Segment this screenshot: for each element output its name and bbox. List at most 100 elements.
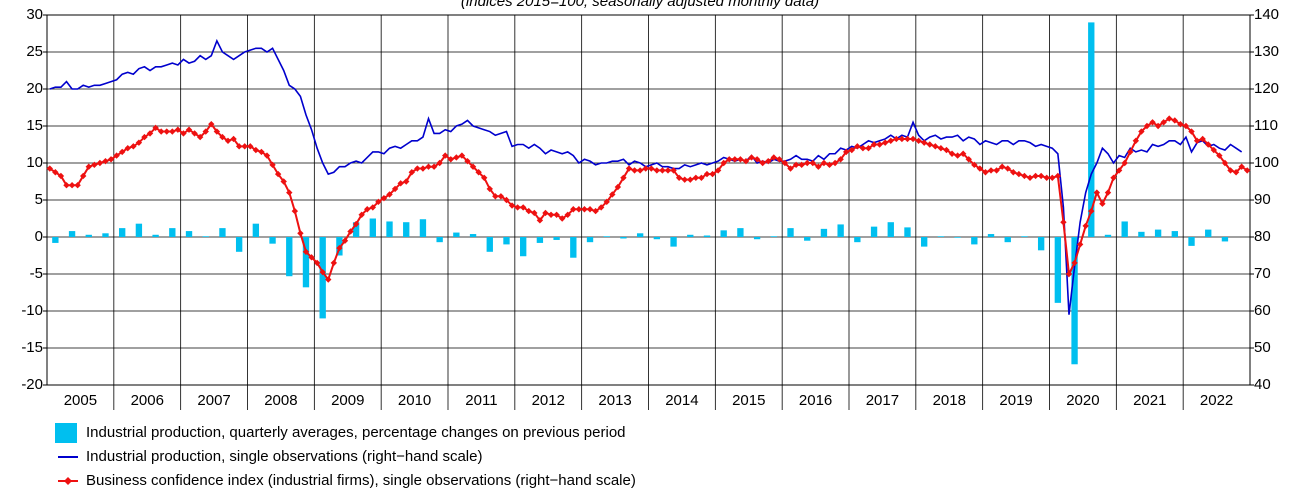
y2-tick-label: 40 bbox=[1254, 376, 1271, 393]
x-tick-label: 2009 bbox=[331, 392, 364, 409]
y2-tick-label: 80 bbox=[1254, 228, 1271, 245]
x-tick-label: 2010 bbox=[398, 392, 431, 409]
marker bbox=[453, 154, 460, 161]
marker bbox=[1088, 207, 1095, 215]
marker bbox=[458, 152, 466, 159]
marker bbox=[1054, 172, 1062, 180]
marker bbox=[319, 268, 326, 276]
marker bbox=[247, 143, 254, 150]
grid bbox=[47, 14, 1250, 410]
marker bbox=[85, 163, 92, 170]
marker bbox=[152, 124, 159, 132]
marker bbox=[982, 169, 989, 176]
marker bbox=[219, 133, 226, 141]
marker bbox=[542, 209, 549, 217]
bar bbox=[570, 237, 577, 258]
marker bbox=[1227, 167, 1234, 174]
x-tick-label: 2020 bbox=[1066, 392, 1099, 409]
marker bbox=[1177, 120, 1184, 128]
marker bbox=[486, 185, 493, 193]
y-tick-label: -20 bbox=[21, 376, 43, 393]
marker bbox=[1143, 122, 1151, 130]
marker bbox=[185, 126, 193, 133]
bar bbox=[787, 228, 794, 237]
y2-tick-label: 50 bbox=[1254, 339, 1271, 356]
marker bbox=[107, 156, 115, 163]
marker bbox=[581, 206, 588, 213]
legend-label: Industrial production, quarterly average… bbox=[86, 424, 626, 441]
marker bbox=[274, 170, 282, 178]
marker bbox=[620, 174, 627, 181]
y-tick-label: 10 bbox=[26, 154, 43, 171]
marker bbox=[80, 172, 87, 180]
marker bbox=[325, 276, 332, 283]
marker bbox=[235, 143, 243, 150]
marker bbox=[809, 159, 816, 167]
marker bbox=[1021, 172, 1028, 180]
bar bbox=[820, 228, 828, 237]
marker bbox=[1193, 137, 1201, 144]
marker bbox=[859, 145, 867, 152]
bar bbox=[1021, 236, 1028, 237]
y-tick-label: 30 bbox=[26, 6, 43, 23]
bar bbox=[887, 222, 894, 237]
x-tick-label: 2016 bbox=[799, 392, 832, 409]
marker bbox=[575, 206, 583, 213]
x-tick-label: 2007 bbox=[197, 392, 230, 409]
marker bbox=[909, 135, 917, 143]
marker bbox=[481, 174, 488, 181]
bar bbox=[720, 230, 727, 237]
bar bbox=[804, 237, 811, 241]
y2-tick-label: 140 bbox=[1254, 6, 1279, 23]
bar bbox=[687, 234, 694, 237]
x-tick-label: 2017 bbox=[866, 392, 899, 409]
marker bbox=[1093, 189, 1101, 196]
bar bbox=[503, 237, 510, 245]
bar bbox=[352, 222, 360, 237]
marker bbox=[998, 163, 1006, 170]
marker bbox=[68, 182, 76, 189]
bar bbox=[1037, 237, 1045, 251]
marker bbox=[675, 174, 683, 181]
marker bbox=[748, 154, 755, 161]
marker bbox=[731, 156, 739, 163]
marker bbox=[1099, 200, 1106, 207]
bar bbox=[85, 234, 92, 237]
marker bbox=[653, 167, 661, 174]
bar bbox=[486, 237, 493, 252]
marker bbox=[959, 150, 967, 157]
bar bbox=[202, 236, 209, 237]
marker bbox=[1166, 115, 1173, 122]
marker bbox=[341, 237, 349, 244]
bar bbox=[904, 227, 911, 237]
marker bbox=[815, 163, 822, 170]
marker bbox=[870, 141, 878, 148]
marker bbox=[781, 159, 789, 167]
marker bbox=[102, 157, 109, 165]
marker bbox=[135, 139, 143, 146]
bar bbox=[837, 224, 844, 237]
marker bbox=[347, 228, 354, 235]
y2-tick-label: 90 bbox=[1254, 191, 1271, 208]
marker bbox=[146, 130, 154, 137]
bar bbox=[870, 226, 878, 237]
y2-tick-label: 110 bbox=[1254, 117, 1278, 134]
marker bbox=[46, 165, 53, 172]
marker bbox=[742, 157, 750, 165]
marker bbox=[519, 204, 527, 211]
marker bbox=[141, 133, 148, 141]
marker bbox=[603, 198, 610, 206]
marker bbox=[403, 178, 410, 185]
marker bbox=[1082, 222, 1089, 230]
y2-tick-label: 120 bbox=[1254, 80, 1279, 97]
bar bbox=[286, 237, 293, 277]
marker bbox=[631, 167, 638, 174]
bar bbox=[536, 237, 544, 243]
marker bbox=[1115, 167, 1123, 174]
marker bbox=[1060, 219, 1067, 226]
marker bbox=[252, 146, 260, 154]
marker bbox=[196, 133, 204, 141]
bar bbox=[1004, 237, 1011, 243]
y-tick-label: 20 bbox=[26, 80, 43, 97]
marker bbox=[1216, 152, 1223, 159]
